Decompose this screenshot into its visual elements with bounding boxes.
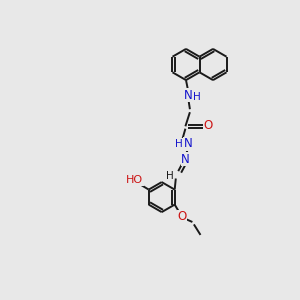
Text: H: H (166, 171, 174, 181)
Text: O: O (178, 210, 187, 223)
Text: HO: HO (126, 175, 143, 185)
Text: H: H (175, 139, 183, 149)
Text: N: N (184, 137, 193, 150)
Text: H: H (193, 92, 200, 102)
Text: O: O (204, 119, 213, 132)
Text: N: N (183, 88, 192, 102)
Text: N: N (181, 153, 190, 166)
